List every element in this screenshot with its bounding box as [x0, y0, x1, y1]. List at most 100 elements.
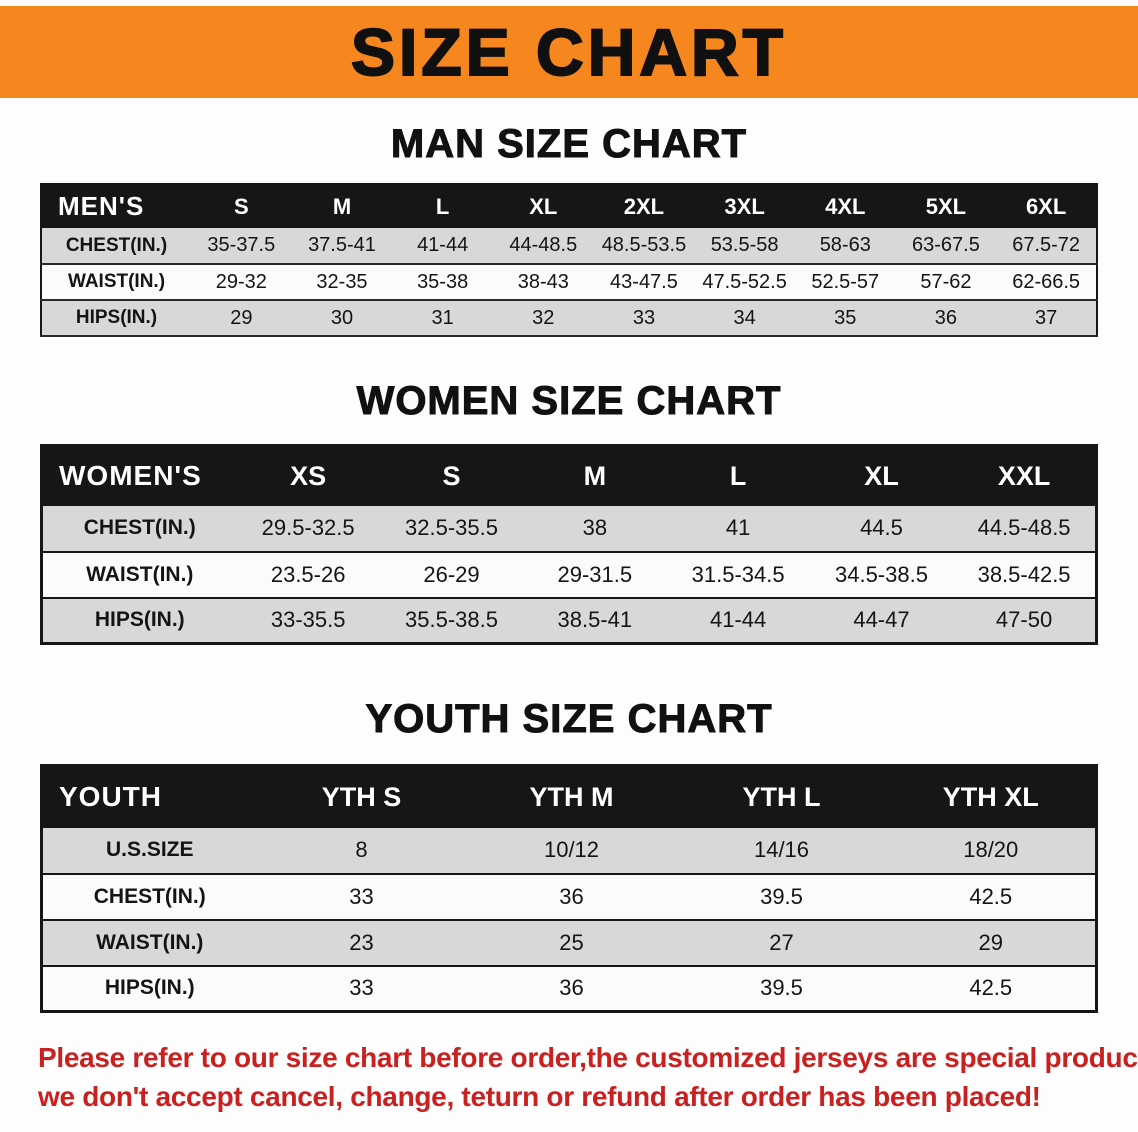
women-section-heading: WOMEN SIZE CHART: [356, 379, 782, 424]
column-header: 5XL: [895, 184, 997, 228]
table-title-cell: YOUTH: [41, 765, 257, 828]
table-title-cell: MEN'S: [41, 184, 191, 228]
disclaimer-line-1: Please refer to our size chart before or…: [38, 1042, 1138, 1073]
size-value: 38.5-41: [523, 597, 667, 645]
size-value: 14/16: [676, 827, 887, 875]
size-value: 10/12: [466, 827, 677, 875]
size-value: 47-50: [953, 597, 1097, 645]
size-value: 44-48.5: [492, 228, 594, 265]
size-value: 33: [593, 300, 695, 337]
size-value: 43-47.5: [593, 264, 695, 301]
row-label: WAIST(IN.): [41, 919, 257, 967]
size-value: 18/20: [886, 827, 1097, 875]
table-row: U.S.SIZE 8 10/12 14/16 18/20: [41, 827, 1097, 875]
row-label: HIPS(IN.): [41, 965, 257, 1013]
column-header: XL: [809, 445, 954, 506]
column-header: XL: [492, 184, 594, 228]
size-value: 23.5-26: [236, 551, 380, 599]
men-section-heading: MAN SIZE CHART: [390, 122, 748, 167]
size-value: 67.5-72: [996, 228, 1097, 265]
size-value: 33: [256, 873, 467, 921]
size-value: 47.5-52.5: [694, 264, 795, 301]
row-label: CHEST(IN.): [41, 505, 237, 553]
table-header-row: WOMEN'S XS S M L XL XXL: [41, 445, 1097, 506]
size-value: 32: [492, 300, 594, 337]
size-value: 32.5-35.5: [379, 505, 524, 553]
size-value: 35.5-38.5: [379, 597, 524, 645]
youth-size-table: YOUTH YTH S YTH M YTH L YTH XL U.S.SIZE …: [40, 764, 1098, 1013]
size-value: 62-66.5: [996, 264, 1097, 301]
table-row: HIPS(IN.) 29 30 31 32 33 34 35 36 37: [41, 300, 1097, 337]
size-value: 34: [694, 300, 795, 337]
size-value: 34.5-38.5: [809, 551, 954, 599]
table-row: HIPS(IN.) 33 36 39.5 42.5: [41, 965, 1097, 1013]
size-value: 35-37.5: [191, 228, 292, 265]
size-value: 42.5: [886, 873, 1097, 921]
row-label: WAIST(IN.): [41, 551, 237, 599]
size-value: 33-35.5: [236, 597, 380, 645]
size-value: 44.5: [809, 505, 954, 553]
table-row: WAIST(IN.) 23 25 27 29: [41, 919, 1097, 967]
row-label: WAIST(IN.): [41, 264, 191, 301]
size-value: 8: [256, 827, 467, 875]
size-value: 31.5-34.5: [666, 551, 810, 599]
size-value: 26-29: [379, 551, 524, 599]
column-header: 2XL: [593, 184, 695, 228]
size-value: 29.5-32.5: [236, 505, 380, 553]
size-value: 27: [676, 919, 887, 967]
column-header: XS: [236, 445, 380, 506]
size-value: 37: [996, 300, 1097, 337]
column-header: 4XL: [794, 184, 896, 228]
row-label: HIPS(IN.): [41, 597, 237, 645]
row-label: CHEST(IN.): [41, 873, 257, 921]
column-header: XXL: [953, 445, 1097, 506]
column-header: YTH S: [256, 765, 467, 828]
size-chart-banner: SIZE CHART: [0, 6, 1138, 98]
column-header: L: [666, 445, 810, 506]
column-header: M: [291, 184, 393, 228]
disclaimer-note: Please refer to our size chart before or…: [38, 1039, 1138, 1116]
size-value: 41-44: [392, 228, 493, 265]
size-value: 29-31.5: [523, 551, 667, 599]
size-value: 63-67.5: [895, 228, 997, 265]
table-row: HIPS(IN.) 33-35.5 35.5-38.5 38.5-41 41-4…: [41, 597, 1097, 645]
table-row: WAIST(IN.) 23.5-26 26-29 29-31.5 31.5-34…: [41, 551, 1097, 599]
size-value: 36: [466, 873, 677, 921]
column-header: YTH XL: [886, 765, 1097, 828]
size-value: 38-43: [492, 264, 594, 301]
table-row: WAIST(IN.) 29-32 32-35 35-38 38-43 43-47…: [41, 264, 1097, 301]
table-row: CHEST(IN.) 35-37.5 37.5-41 41-44 44-48.5…: [41, 228, 1097, 265]
column-header: YTH L: [676, 765, 887, 828]
size-value: 32-35: [291, 264, 393, 301]
size-value: 35-38: [392, 264, 493, 301]
size-value: 33: [256, 965, 467, 1013]
size-value: 23: [256, 919, 467, 967]
size-value: 48.5-53.5: [593, 228, 695, 265]
column-header: 3XL: [694, 184, 795, 228]
size-value: 41: [666, 505, 810, 553]
size-value: 38: [523, 505, 667, 553]
row-label: HIPS(IN.): [41, 300, 191, 337]
size-value: 36: [895, 300, 997, 337]
size-value: 29: [886, 919, 1097, 967]
size-value: 52.5-57: [794, 264, 896, 301]
size-value: 42.5: [886, 965, 1097, 1013]
size-value: 37.5-41: [291, 228, 393, 265]
size-value: 39.5: [676, 873, 887, 921]
column-header: 6XL: [996, 184, 1097, 228]
column-header: YTH M: [466, 765, 677, 828]
size-value: 58-63: [794, 228, 896, 265]
row-label: CHEST(IN.): [41, 228, 191, 265]
page-title: SIZE CHART: [350, 14, 787, 90]
column-header: L: [392, 184, 493, 228]
size-value: 39.5: [676, 965, 887, 1013]
table-title-cell: WOMEN'S: [41, 445, 237, 506]
disclaimer-line-2: we don't accept cancel, change, teturn o…: [38, 1080, 1041, 1112]
row-label: U.S.SIZE: [41, 827, 257, 875]
table-row: CHEST(IN.) 29.5-32.5 32.5-35.5 38 41 44.…: [41, 505, 1097, 553]
table-header-row: MEN'S S M L XL 2XL 3XL 4XL 5XL 6XL: [41, 184, 1097, 228]
table-header-row: YOUTH YTH S YTH M YTH L YTH XL: [41, 765, 1097, 828]
size-value: 53.5-58: [694, 228, 795, 265]
size-value: 44.5-48.5: [953, 505, 1097, 553]
size-value: 29-32: [191, 264, 292, 301]
